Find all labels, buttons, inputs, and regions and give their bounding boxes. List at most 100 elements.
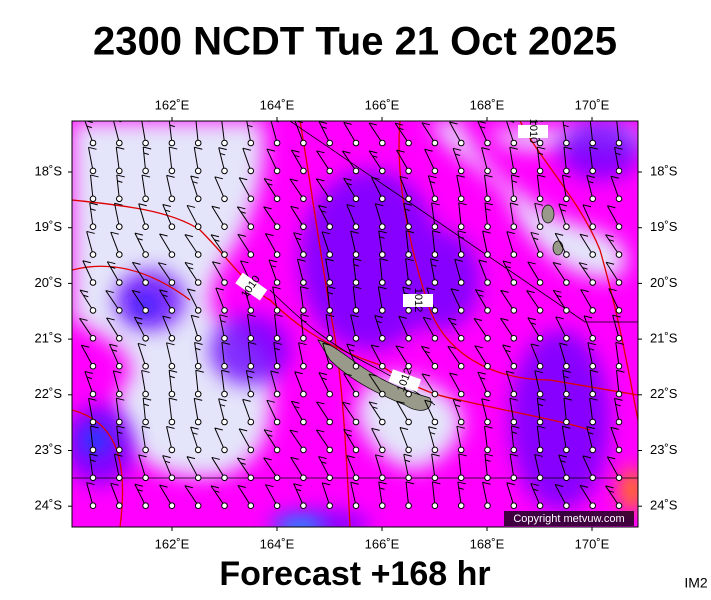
barb-flag bbox=[214, 427, 223, 431]
barb-flag bbox=[511, 180, 518, 183]
barb-staff bbox=[265, 484, 278, 506]
station bbox=[484, 307, 491, 314]
barb-staff bbox=[452, 399, 462, 423]
barb-staff bbox=[510, 425, 515, 450]
lon-label: 170˚E bbox=[575, 97, 610, 112]
barb-staff bbox=[350, 314, 357, 339]
barb-flag bbox=[563, 124, 569, 128]
station bbox=[563, 335, 570, 342]
barb-flag bbox=[586, 426, 595, 430]
station bbox=[589, 251, 597, 258]
station bbox=[510, 335, 518, 342]
barb-flag bbox=[321, 377, 327, 380]
barb-flag bbox=[211, 205, 220, 209]
barb-flag bbox=[396, 149, 405, 153]
station bbox=[405, 418, 412, 426]
barb-flag bbox=[162, 294, 168, 297]
barb-flag bbox=[295, 488, 302, 492]
barb-staff bbox=[115, 398, 120, 423]
station bbox=[221, 167, 228, 175]
barb-staff bbox=[237, 485, 252, 506]
station bbox=[352, 502, 360, 510]
barb-flag bbox=[270, 265, 277, 268]
barb-flag bbox=[321, 461, 327, 464]
barb-flag bbox=[289, 178, 299, 182]
barb-staff bbox=[215, 287, 225, 311]
barb-staff bbox=[500, 290, 515, 311]
barb-staff bbox=[166, 175, 173, 199]
image-id: IM2 bbox=[684, 575, 708, 591]
barb-staff bbox=[614, 147, 620, 171]
barb-flag bbox=[452, 147, 462, 151]
barb-flag bbox=[429, 432, 436, 435]
barb-staff bbox=[218, 147, 225, 172]
station bbox=[194, 167, 202, 175]
barb-staff bbox=[580, 289, 594, 311]
barb-flag bbox=[263, 206, 272, 210]
barb-flag bbox=[220, 320, 226, 323]
barb-staff bbox=[579, 233, 594, 255]
station bbox=[247, 195, 255, 203]
barb-staff bbox=[530, 232, 541, 255]
station bbox=[142, 279, 149, 286]
barb-staff bbox=[473, 318, 488, 339]
barb-staff bbox=[555, 316, 567, 339]
barb-flag bbox=[447, 345, 456, 349]
station bbox=[405, 279, 412, 286]
lat-label: 23˚S bbox=[35, 442, 63, 457]
barb-staff bbox=[484, 453, 488, 478]
barb-flag bbox=[563, 397, 573, 401]
barb-staff bbox=[221, 121, 225, 144]
barb-staff bbox=[268, 259, 278, 283]
barb-staff bbox=[456, 175, 462, 199]
barb-flag bbox=[484, 453, 494, 457]
station bbox=[89, 195, 97, 203]
barb-flag bbox=[137, 342, 147, 346]
lat-label: 22˚S bbox=[650, 386, 678, 401]
station bbox=[116, 195, 123, 203]
barb-staff bbox=[238, 177, 252, 200]
barb-staff bbox=[237, 234, 252, 255]
barb-flag bbox=[375, 454, 384, 458]
barb-flag bbox=[375, 203, 384, 207]
barb-staff bbox=[422, 317, 436, 339]
station bbox=[300, 223, 307, 230]
barb-flag bbox=[242, 398, 251, 402]
barb-flag bbox=[379, 236, 385, 239]
station bbox=[300, 362, 307, 370]
barb-flag bbox=[192, 181, 198, 184]
station bbox=[589, 446, 597, 454]
station bbox=[142, 307, 149, 314]
barb-flag bbox=[297, 258, 306, 262]
barb-staff bbox=[458, 202, 462, 227]
barb-flag bbox=[110, 482, 119, 486]
barb-staff bbox=[530, 343, 541, 367]
station bbox=[221, 446, 228, 454]
station bbox=[379, 223, 386, 230]
station bbox=[431, 502, 439, 510]
station bbox=[168, 474, 176, 482]
barb-flag bbox=[378, 230, 387, 234]
station bbox=[536, 195, 544, 203]
barb-flag bbox=[110, 266, 116, 269]
barb-flag bbox=[534, 370, 543, 374]
barb-staff bbox=[263, 178, 278, 200]
barb-staff bbox=[456, 426, 462, 450]
barb-flag bbox=[431, 264, 437, 267]
barb-flag bbox=[221, 341, 231, 345]
barb-flag bbox=[404, 459, 411, 463]
barb-flag bbox=[431, 202, 440, 206]
barb-flag bbox=[371, 176, 380, 180]
station bbox=[89, 307, 97, 314]
station bbox=[221, 251, 228, 258]
barb-flag bbox=[322, 231, 331, 235]
barb-flag bbox=[242, 147, 251, 151]
barb-staff bbox=[475, 289, 488, 311]
barb-flag bbox=[265, 233, 274, 237]
station bbox=[536, 223, 544, 230]
barb-flag bbox=[421, 122, 431, 126]
barb-staff bbox=[110, 231, 120, 255]
station bbox=[405, 195, 412, 203]
lon-label: 164˚E bbox=[260, 97, 295, 112]
station bbox=[589, 390, 597, 398]
